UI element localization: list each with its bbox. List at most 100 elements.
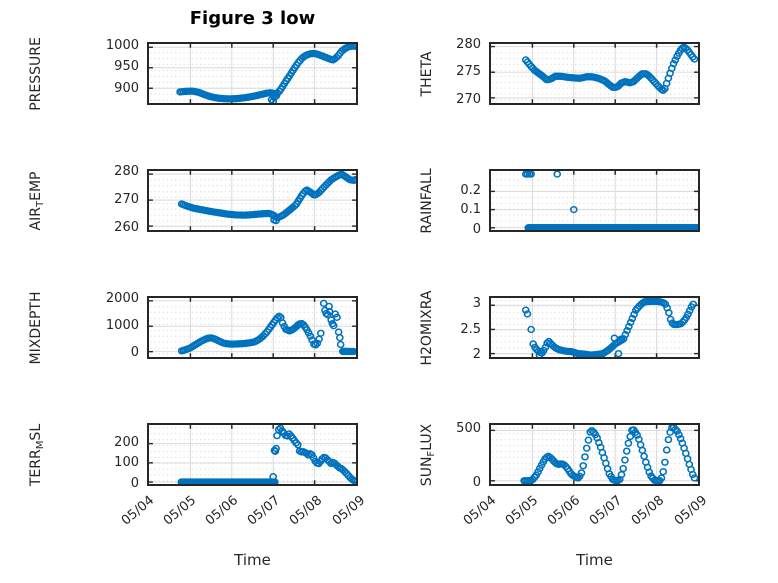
data-point-marker	[619, 464, 628, 473]
data-point-marker	[521, 306, 530, 314]
data-point-marker	[621, 331, 630, 339]
y-tick-label: 950	[114, 59, 139, 75]
y-tick-label: 1000	[105, 318, 139, 334]
data-point-marker	[569, 205, 578, 214]
data-point-marker	[614, 349, 623, 357]
scatter-series	[520, 425, 698, 484]
y-tick-label: 0	[130, 345, 139, 361]
y-axis-label-H2OMIXRA: H2OMIXRA	[419, 290, 435, 365]
scatter-series	[177, 425, 356, 484]
subplot-SUN_FLUX	[489, 423, 700, 486]
plot-area-H2OMIXRA	[491, 298, 698, 357]
data-point-marker	[659, 86, 667, 95]
data-point-marker	[659, 468, 668, 476]
scatter-series	[521, 44, 698, 95]
plot-area-TERR_MSL	[149, 425, 356, 484]
data-point-marker	[657, 474, 666, 482]
data-point-marker	[581, 453, 589, 461]
y-axis-label-TERR_MSL: TERRMSL	[28, 423, 46, 486]
subplot-PRESSURE	[147, 42, 358, 105]
data-point-marker	[621, 456, 629, 464]
y-tick-label: 2	[472, 347, 481, 363]
data-point-marker	[623, 326, 631, 335]
data-point-marker	[527, 171, 535, 178]
data-point-marker	[294, 441, 302, 449]
y-axis-label-PRESSURE: PRESSURE	[28, 36, 44, 111]
data-point-marker	[316, 329, 325, 337]
data-point-marker	[633, 431, 641, 439]
y-tick-label: 270	[114, 192, 139, 208]
x-axis-label-left: Time	[234, 551, 271, 569]
subplot-H2OMIXRA	[489, 296, 700, 359]
scatter-series	[521, 171, 698, 230]
data-point-marker	[523, 310, 532, 318]
data-point-marker	[624, 439, 633, 447]
data-point-marker	[278, 319, 287, 327]
y-tick-label: 275	[456, 64, 481, 80]
data-point-marker	[626, 432, 635, 441]
data-point-marker	[575, 472, 584, 480]
data-point-marker	[690, 474, 698, 482]
data-point-marker	[628, 314, 637, 323]
data-point-marker	[349, 347, 356, 356]
data-point-marker	[630, 310, 638, 318]
data-point-marker	[579, 462, 588, 470]
data-point-marker	[574, 474, 582, 482]
x-axis-label-right: Time	[576, 551, 613, 569]
data-point-marker	[582, 444, 591, 452]
data-point-marker	[541, 343, 550, 351]
y-tick-label: 900	[114, 81, 139, 97]
axis-tick-marks	[491, 44, 698, 103]
data-point-marker	[666, 315, 675, 324]
subplot-THETA	[489, 42, 700, 105]
data-point-marker	[665, 309, 673, 317]
scatter-series	[177, 171, 356, 225]
data-point-marker	[273, 314, 282, 322]
data-point-marker	[669, 59, 678, 68]
data-point-marker	[319, 299, 328, 307]
data-point-marker	[308, 336, 316, 344]
data-point-marker	[313, 339, 322, 347]
data-point-marker	[351, 44, 356, 51]
data-point-marker	[622, 447, 631, 455]
scatter-series	[177, 299, 356, 356]
major-grid	[491, 44, 698, 103]
data-point-marker	[645, 468, 654, 476]
y-tick-label: 280	[114, 164, 139, 180]
plot-area-AIR_TEMP	[149, 171, 356, 230]
y-axis-label-SUN_FLUX: SUNFLUX	[419, 423, 437, 486]
y-axis-label-MIXDEPTH: MIXDEPTH	[28, 291, 44, 364]
y-tick-label: 2000	[105, 290, 139, 306]
y-tick-label: 200	[114, 434, 139, 450]
data-point-marker	[325, 307, 334, 316]
data-point-marker	[664, 435, 673, 444]
data-point-marker	[290, 202, 299, 210]
y-tick-label: 280	[456, 36, 481, 52]
data-point-marker	[690, 55, 698, 63]
plot-area-THETA	[491, 44, 698, 103]
y-tick-label: 260	[114, 219, 139, 235]
data-point-marker	[584, 436, 593, 444]
y-axis-label-RAINFALL: RAINFALL	[419, 167, 435, 234]
y-tick-label: 0.1	[460, 202, 481, 218]
data-point-marker	[661, 300, 670, 308]
data-point-marker	[659, 299, 668, 307]
plot-area-SUN_FLUX	[491, 425, 698, 484]
data-point-marker	[336, 340, 345, 349]
data-point-marker	[333, 313, 341, 321]
subplot-AIR_TEMP	[147, 169, 358, 232]
data-point-marker	[625, 322, 633, 331]
scatter-series	[176, 44, 356, 103]
subplot-RAINFALL	[489, 169, 700, 232]
data-point-marker	[527, 325, 535, 334]
figure-title: Figure 3 low	[189, 8, 316, 29]
data-point-marker	[351, 175, 356, 184]
data-point-marker	[351, 477, 356, 484]
data-point-marker	[673, 427, 681, 435]
data-point-marker	[272, 91, 281, 100]
y-tick-label: 2.5	[460, 321, 481, 337]
data-point-marker	[675, 431, 683, 439]
data-point-marker	[684, 310, 692, 318]
data-point-marker	[269, 473, 278, 481]
